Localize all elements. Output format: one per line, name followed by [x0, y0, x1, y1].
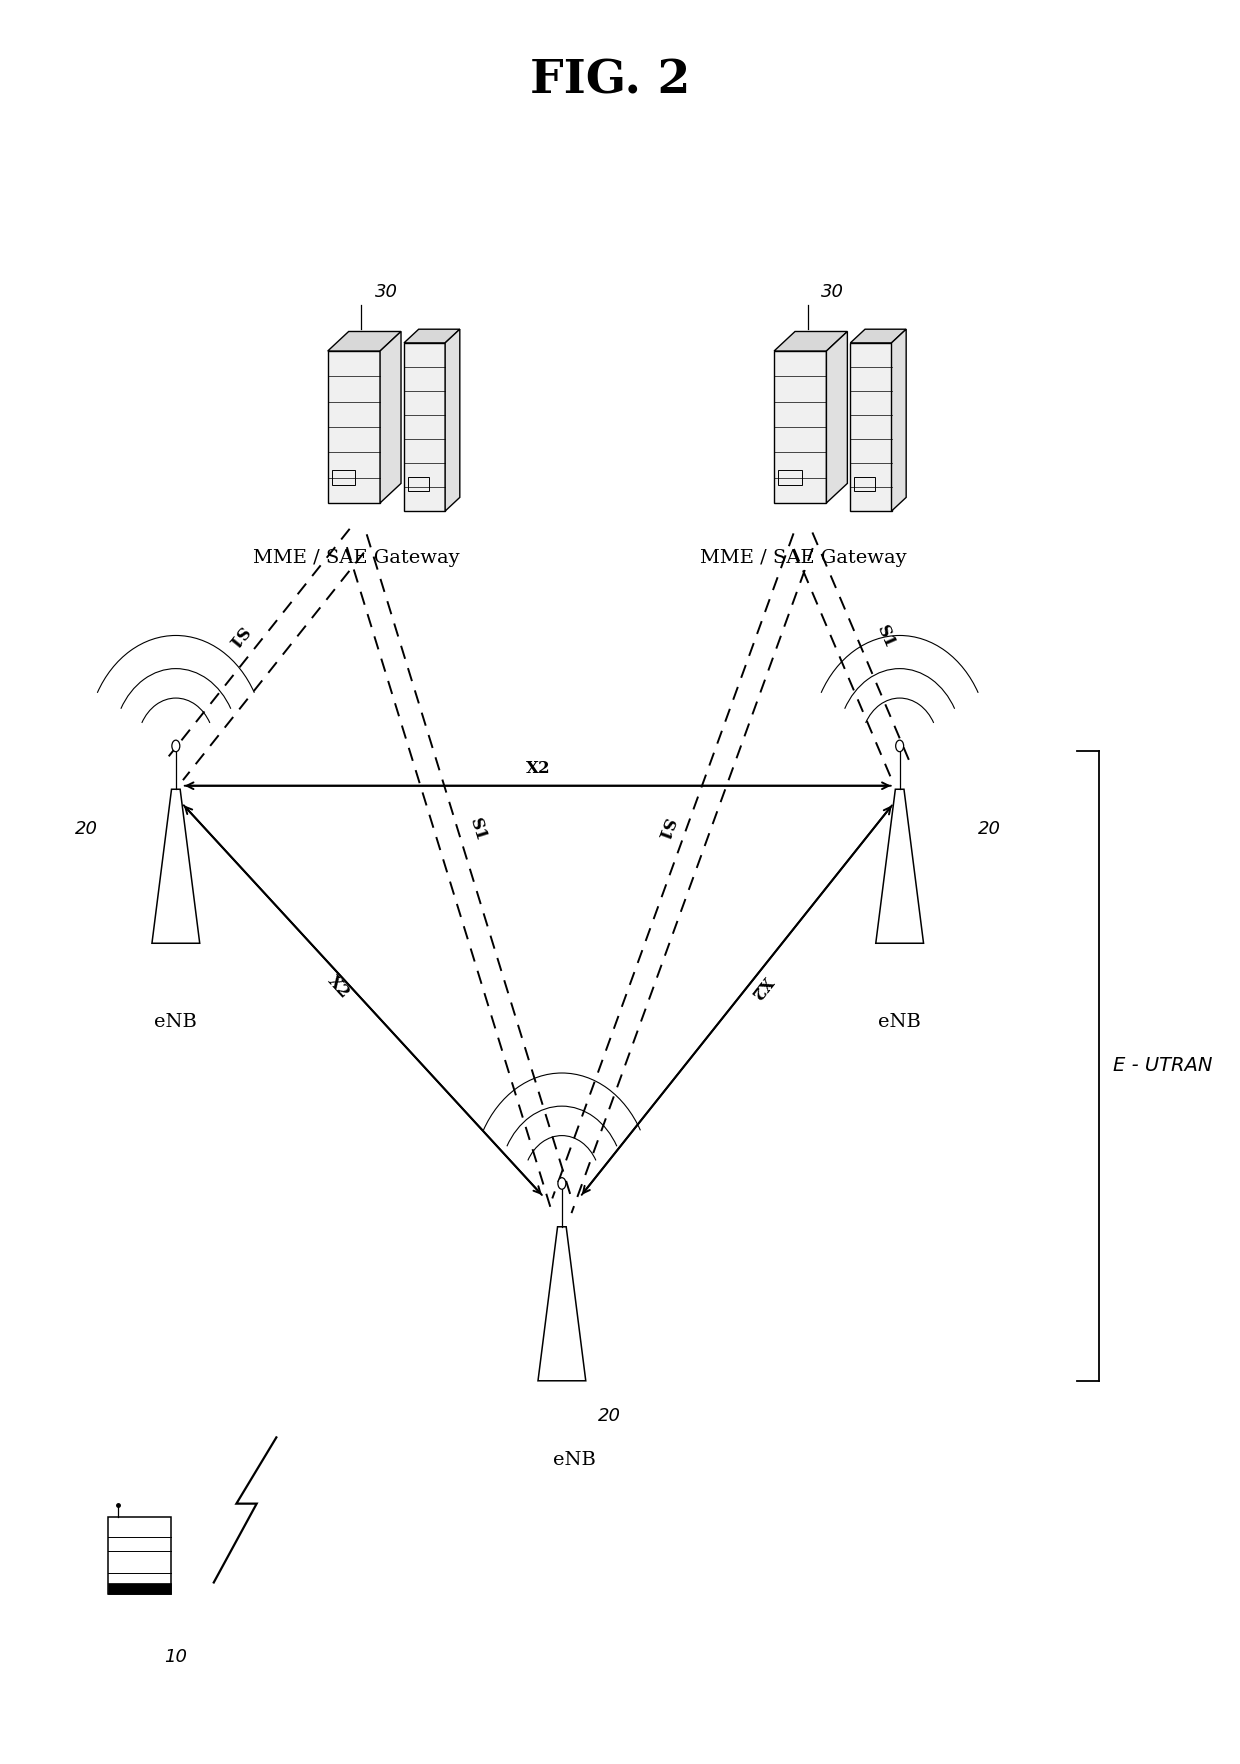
Polygon shape	[327, 332, 401, 351]
Polygon shape	[774, 332, 847, 351]
Polygon shape	[404, 342, 445, 512]
Text: S1: S1	[222, 623, 250, 651]
Polygon shape	[108, 1517, 171, 1595]
Text: FIG. 2: FIG. 2	[529, 58, 691, 104]
Text: eNB: eNB	[878, 1013, 921, 1032]
Polygon shape	[445, 330, 460, 512]
Polygon shape	[875, 789, 924, 944]
Polygon shape	[826, 332, 847, 503]
Text: E - UTRAN: E - UTRAN	[1114, 1057, 1213, 1076]
Circle shape	[558, 1178, 565, 1189]
Text: eNB: eNB	[155, 1013, 197, 1032]
Polygon shape	[774, 351, 826, 503]
Text: 30: 30	[374, 282, 398, 302]
Text: X2: X2	[324, 972, 353, 1002]
Polygon shape	[153, 789, 200, 944]
Text: S1: S1	[873, 623, 898, 651]
Circle shape	[895, 741, 904, 751]
Polygon shape	[538, 1226, 585, 1381]
Text: X2: X2	[526, 760, 551, 776]
Text: 30: 30	[821, 282, 844, 302]
Circle shape	[172, 741, 180, 751]
Text: X2: X2	[746, 972, 775, 1002]
Polygon shape	[404, 330, 460, 342]
Polygon shape	[892, 330, 906, 512]
Polygon shape	[851, 330, 906, 342]
Text: 20: 20	[598, 1406, 621, 1425]
Text: S1: S1	[466, 815, 489, 843]
Polygon shape	[108, 1582, 171, 1595]
Text: 20: 20	[74, 820, 98, 838]
Polygon shape	[381, 332, 401, 503]
Text: S1: S1	[652, 815, 677, 843]
Text: MME / SAE Gateway: MME / SAE Gateway	[699, 549, 906, 568]
Polygon shape	[327, 351, 381, 503]
Text: 10: 10	[164, 1648, 187, 1667]
Text: eNB: eNB	[553, 1450, 595, 1469]
Polygon shape	[851, 342, 892, 512]
Text: MME / SAE Gateway: MME / SAE Gateway	[253, 549, 460, 568]
Text: 20: 20	[978, 820, 1001, 838]
